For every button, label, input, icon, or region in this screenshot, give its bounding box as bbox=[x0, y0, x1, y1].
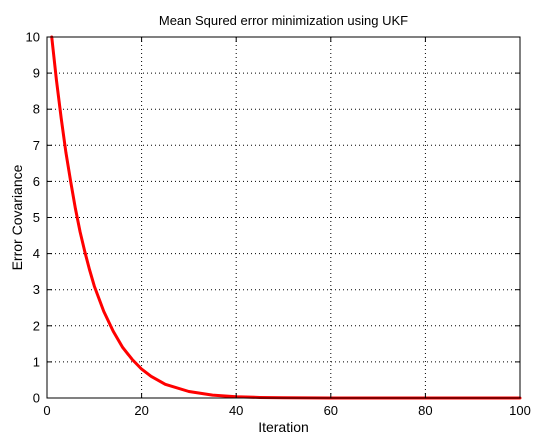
grid bbox=[47, 37, 520, 398]
y-axis-label: Error Covariance bbox=[9, 164, 25, 270]
y-tick-label: 5 bbox=[33, 210, 40, 225]
y-tick-label: 6 bbox=[33, 174, 40, 189]
y-tick-label: 9 bbox=[33, 66, 40, 81]
y-tick-label: 10 bbox=[26, 30, 40, 45]
chart-title: Mean Squred error minimization using UKF bbox=[159, 13, 408, 28]
y-tick-label: 1 bbox=[33, 354, 40, 369]
x-tick-label: 60 bbox=[324, 403, 338, 418]
y-tick-label: 7 bbox=[33, 138, 40, 153]
ticks bbox=[46, 36, 521, 399]
x-tick-label: 80 bbox=[418, 403, 432, 418]
y-tick-labels: 0 1 2 3 4 5 6 7 8 9 10 bbox=[26, 30, 40, 406]
y-tick-label: 3 bbox=[33, 282, 40, 297]
x-axis-label: Iteration bbox=[258, 419, 309, 435]
y-tick-label: 2 bbox=[33, 318, 40, 333]
x-tick-labels: 0 20 40 60 80 100 bbox=[43, 403, 530, 418]
y-tick-label: 4 bbox=[33, 246, 40, 261]
x-tick-label: 100 bbox=[509, 403, 531, 418]
x-tick-label: 20 bbox=[134, 403, 148, 418]
y-tick-label: 0 bbox=[33, 391, 40, 406]
y-tick-label: 8 bbox=[33, 102, 40, 117]
x-tick-label: 0 bbox=[43, 403, 50, 418]
x-tick-label: 40 bbox=[229, 403, 243, 418]
